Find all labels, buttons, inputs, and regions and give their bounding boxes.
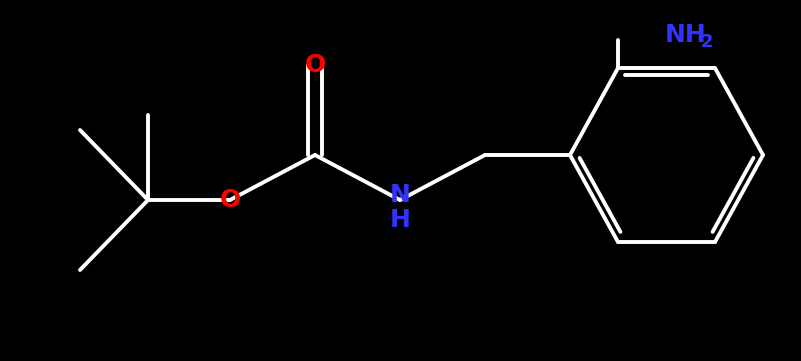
Text: O: O [304,53,326,77]
Text: H: H [389,208,410,232]
Text: NH: NH [665,23,706,47]
Text: O: O [219,188,240,212]
Text: 2: 2 [701,33,714,51]
Text: N: N [389,183,410,207]
